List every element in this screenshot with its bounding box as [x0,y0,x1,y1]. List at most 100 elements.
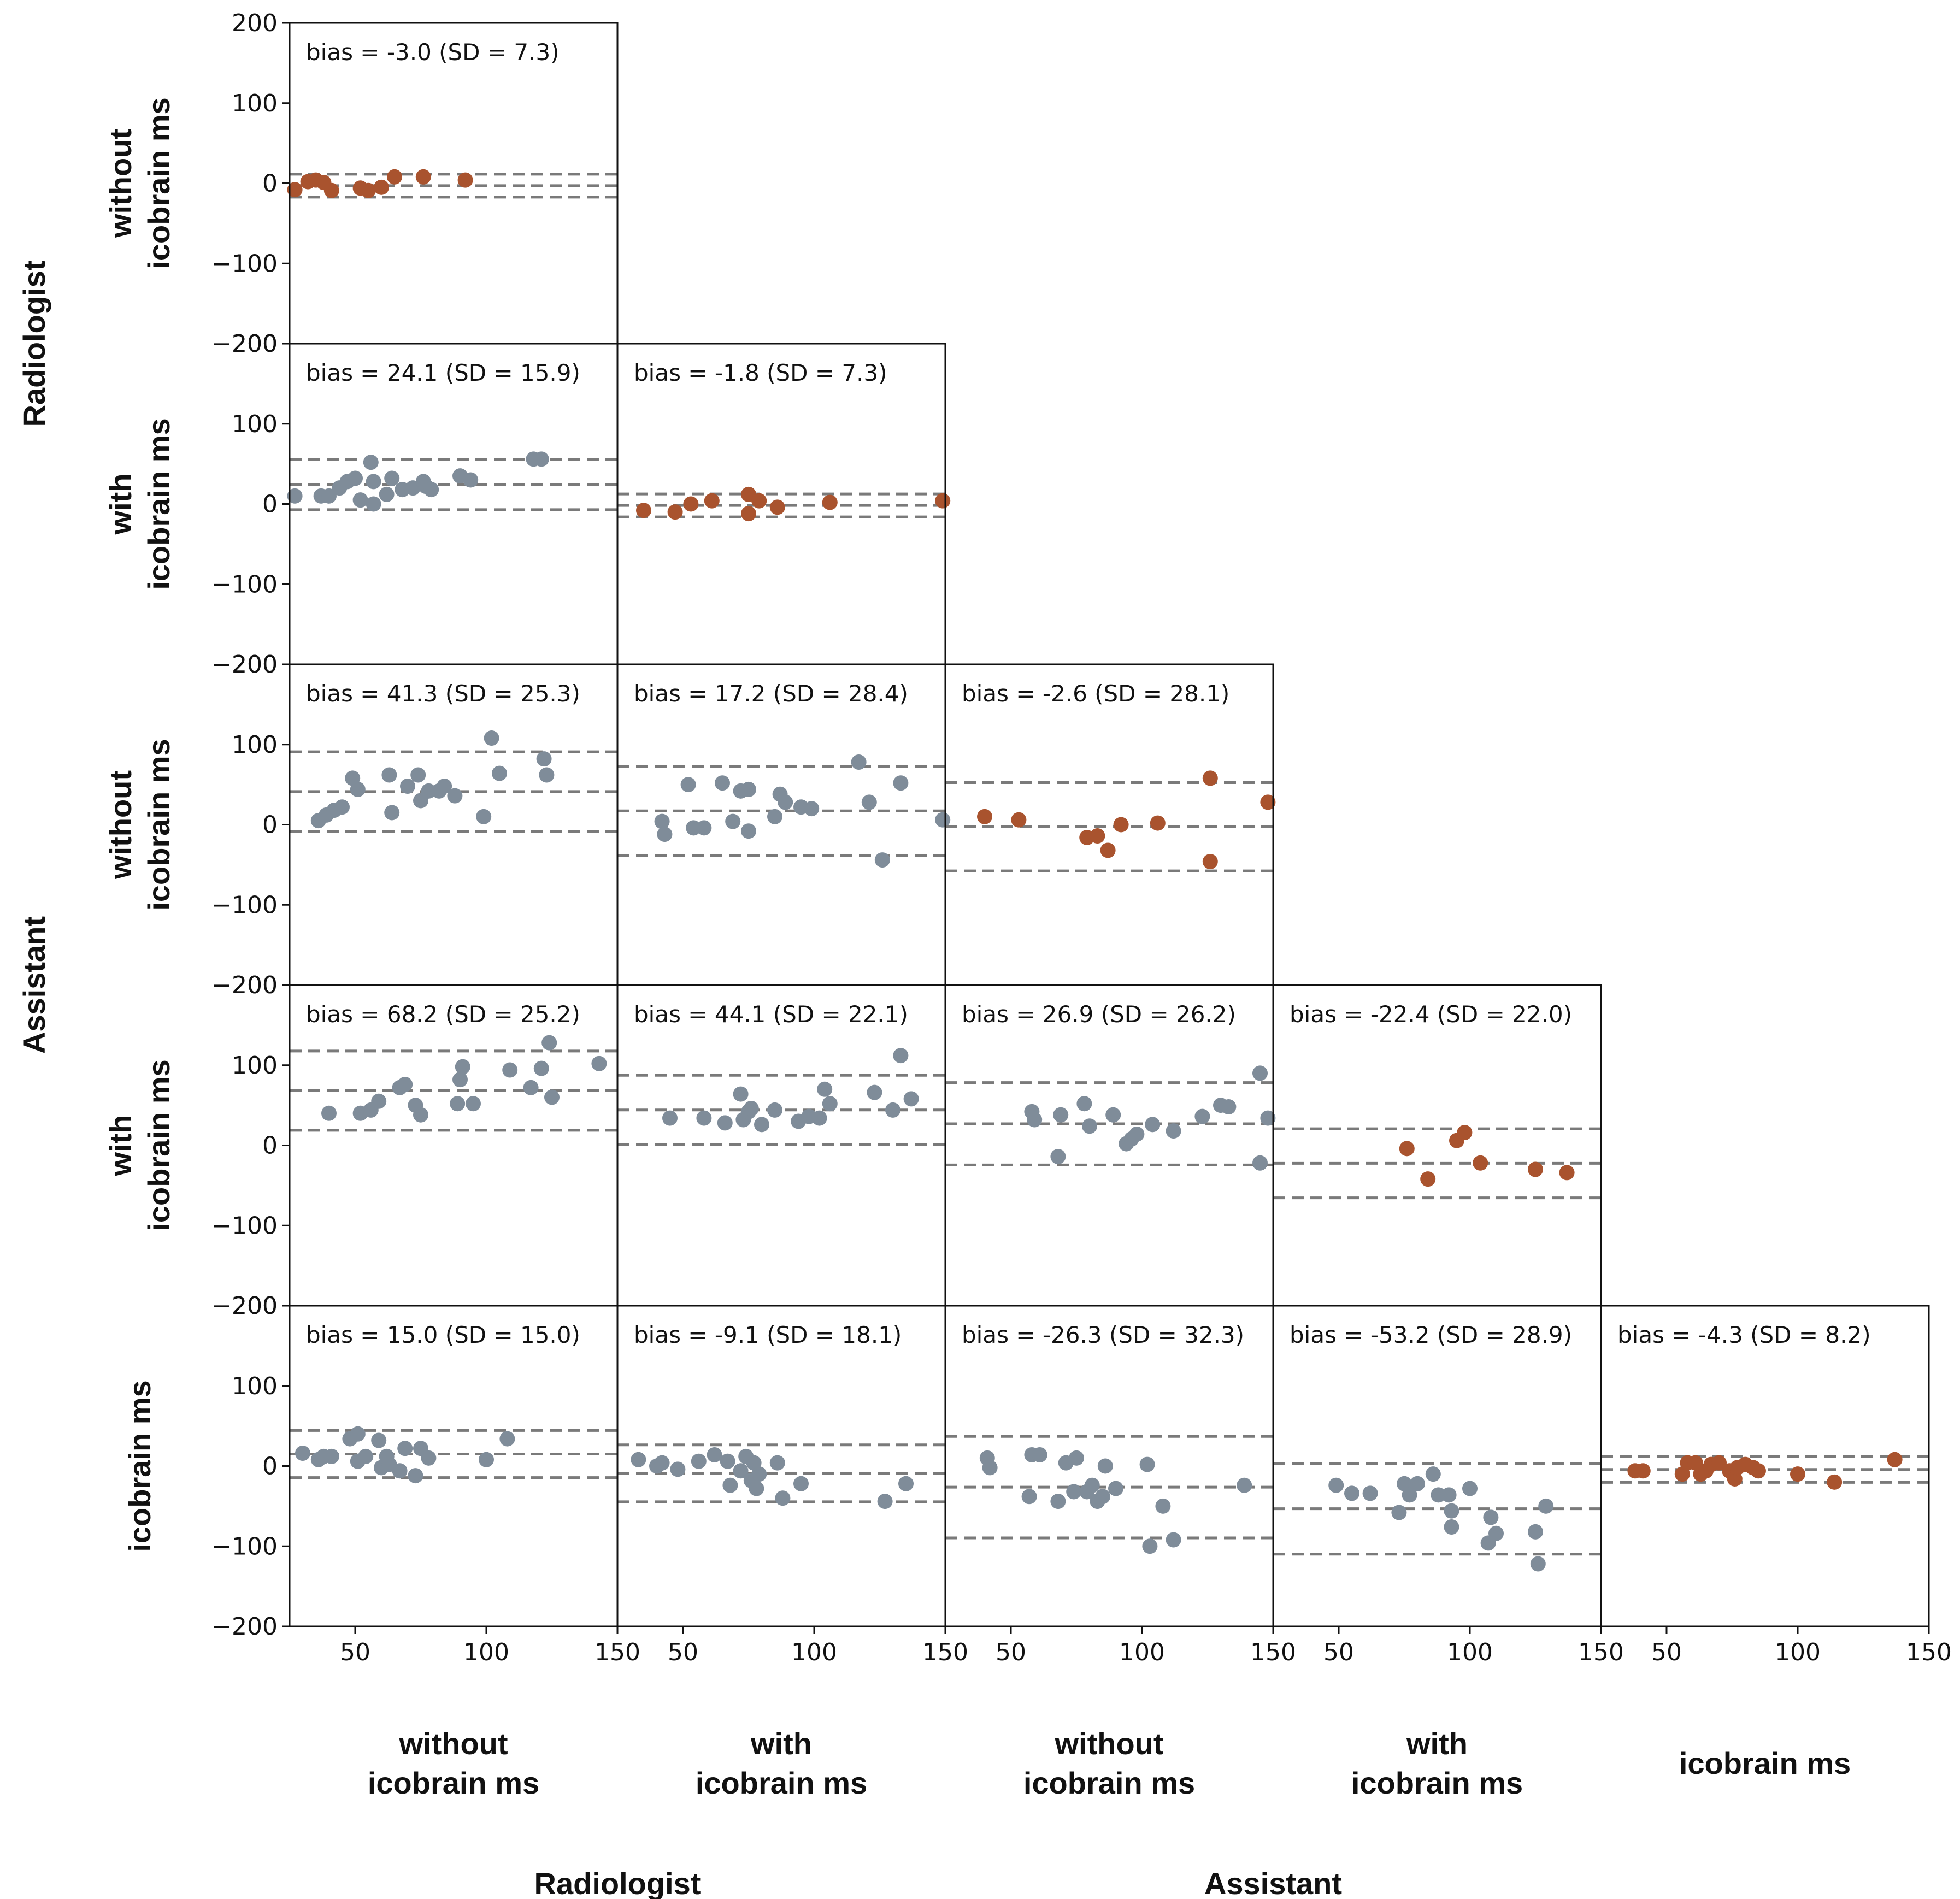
data-point [793,1476,809,1491]
data-point [533,1060,549,1076]
row-label-line: with [103,1115,138,1177]
y-tick-label: 200 [232,971,278,999]
y-tick-label: 200 [232,1292,278,1320]
bias-label: bias = -4.3 (SD = 8.2) [1617,1322,1871,1348]
data-point [400,779,415,794]
data-point [466,1096,481,1112]
data-point [657,827,673,842]
panel-r2-c0: bias = 41.3 (SD = 25.3) 200 100 0 −100 −200 [211,651,619,999]
data-point [1237,1477,1252,1493]
bias-label: bias = -2.6 (SD = 28.1) [962,680,1229,707]
data-point [1252,1155,1268,1171]
data-point [1538,1498,1554,1514]
data-point [323,1448,339,1464]
data-point [413,1107,428,1123]
data-point [654,1455,670,1471]
col-label-1: with [750,1726,812,1761]
data-point [1097,1458,1113,1474]
data-point [741,781,756,797]
data-point [1021,1489,1037,1505]
panel-frame [1272,1305,1602,1627]
y-tick-label: −100 [211,1212,278,1240]
data-point [741,506,756,522]
data-point [1095,1489,1110,1505]
y-tick-label: 100 [232,410,278,438]
x-tick-label: 50 [1651,1638,1682,1666]
data-point [751,1466,767,1482]
panel-frame [289,1305,619,1627]
y-tick-label: −100 [211,891,278,919]
bias-label: bias = 15.0 (SD = 15.0) [306,1322,580,1348]
data-point [1362,1485,1378,1501]
bias-label: bias = 26.9 (SD = 26.2) [962,1001,1236,1028]
data-point [680,777,696,793]
x-tick-label: 50 [668,1638,698,1666]
data-point [877,1494,893,1509]
data-point [361,182,376,198]
data-point [499,1431,515,1447]
y-tick-label: 0 [262,170,278,198]
col-label-4: icobrain ms [1679,1746,1851,1780]
data-point [1420,1171,1436,1187]
data-point [463,472,479,488]
data-point [1488,1525,1504,1541]
data-point [1066,1484,1082,1500]
data-point [287,488,303,504]
data-point [696,820,712,836]
data-point [502,1062,518,1078]
row-label-2: without icobrain ms [103,739,176,910]
data-point [334,799,350,815]
data-point [1142,1538,1158,1554]
row-group-label: Radiologist [17,261,51,427]
data-point [1528,1161,1543,1177]
data-point [544,1089,560,1105]
data-point [287,182,303,198]
data-point [455,1059,470,1075]
row-label-line: without [103,770,138,880]
bias-label: bias = -53.2 (SD = 28.9) [1290,1322,1572,1348]
data-point [1344,1485,1359,1501]
data-point [725,813,741,829]
data-point [1431,1487,1446,1503]
panel-frame [289,343,619,665]
data-point [321,1105,337,1121]
data-point [452,1072,468,1088]
row-group-text: Assistant [17,916,51,1054]
panel-r3-c3: bias = -22.4 (SD = 22.0) [1272,984,1602,1307]
data-point [767,809,782,824]
data-point [1011,812,1027,828]
panel-r4-c4: bias = -4.3 (SD = 8.2) 50 100 150 [1600,1305,1952,1666]
row-label-line: icobrain ms [142,418,176,589]
data-point [1790,1466,1805,1482]
data-point [893,1048,909,1064]
x-tick-label: 50 [340,1638,370,1666]
x-tick-label: 150 [1906,1638,1952,1666]
data-point [366,496,381,512]
panel-r4-c1: bias = -9.1 (SD = 18.1) 50 100 150 [616,1305,968,1666]
data-point [350,781,366,797]
y-tick-label: 0 [262,1453,278,1481]
panel-r4-c3: bias = -53.2 (SD = 28.9) 50 100 150 [1272,1305,1624,1666]
data-point [754,1117,769,1133]
x-tick-label: 100 [791,1638,837,1666]
data-point [696,1110,712,1126]
data-point [977,809,992,824]
panel-frame [944,663,1274,986]
data-point [450,1096,466,1112]
data-point [1202,770,1218,786]
bias-label: bias = -9.1 (SD = 18.1) [634,1322,902,1348]
data-point [363,455,379,470]
data-point [778,794,793,810]
data-point [670,1461,686,1477]
data-point [667,504,683,520]
data-point [1444,1503,1459,1519]
data-point [1221,1099,1237,1115]
panel-frame [289,22,619,345]
data-point [397,1076,413,1092]
data-point [1483,1509,1499,1525]
data-point [1108,1481,1123,1496]
y-tick-label: −200 [211,1613,278,1641]
x-tick-label: 150 [595,1638,640,1666]
data-point [893,775,909,791]
